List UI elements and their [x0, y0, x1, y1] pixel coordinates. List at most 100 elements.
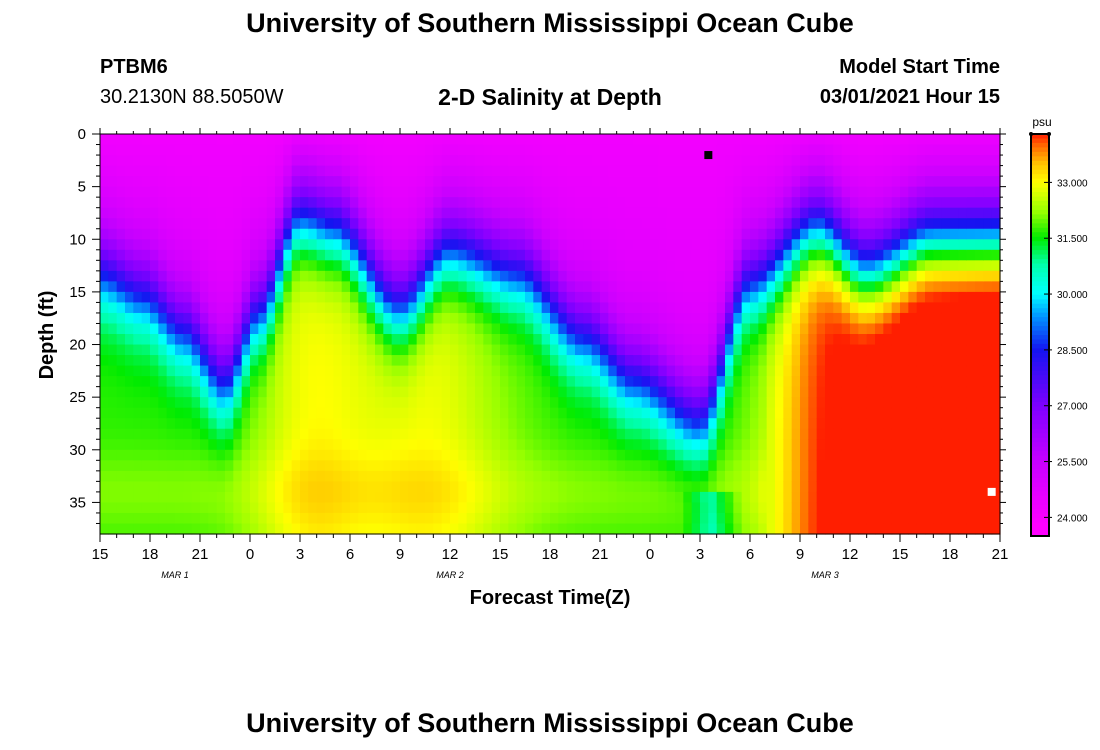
heatmap-cell: [708, 312, 718, 325]
heatmap-cell: [633, 228, 643, 240]
heatmap-cell: [875, 270, 884, 282]
heatmap-cell: [141, 365, 151, 377]
heatmap-cell: [608, 397, 618, 409]
heatmap-cell: [375, 407, 384, 419]
heatmap-cell: [233, 481, 243, 493]
heatmap-cell: [250, 502, 259, 514]
heatmap-cell: [658, 176, 668, 188]
heatmap-cell: [775, 344, 784, 356]
heatmap-cell: [975, 281, 984, 293]
colorbar-cell: [1031, 464, 1049, 470]
heatmap-cell: [108, 376, 118, 388]
heatmap-cell: [966, 134, 976, 146]
heatmap-cell: [916, 323, 926, 335]
heatmap-cell: [716, 365, 726, 377]
heatmap-cell: [933, 302, 943, 314]
heatmap-cell: [841, 428, 851, 440]
heatmap-cell: [225, 165, 234, 177]
heatmap-cell: [700, 186, 709, 198]
heatmap-cell: [866, 249, 876, 261]
heatmap-cell: [933, 407, 943, 419]
heatmap-cell: [441, 355, 451, 367]
heatmap-cell: [216, 355, 226, 367]
heatmap-cell: [358, 281, 368, 293]
heatmap-cell: [583, 344, 593, 356]
heatmap-cell: [991, 155, 1001, 167]
heatmap-cell: [691, 397, 701, 409]
heatmap-cell: [583, 449, 593, 461]
heatmap-cell: [116, 407, 126, 419]
heatmap-cell: [291, 365, 301, 377]
heatmap-cell: [833, 260, 843, 272]
heatmap-cell: [775, 386, 784, 398]
heatmap-cell: [708, 186, 718, 198]
colorbar-tick-label: 27.000: [1057, 402, 1088, 413]
heatmap-cell: [708, 155, 718, 167]
heatmap-cell: [683, 365, 693, 377]
heatmap-cell: [558, 512, 568, 525]
heatmap-cell: [375, 134, 384, 146]
heatmap-cell: [650, 302, 659, 314]
heatmap-cell: [808, 376, 818, 388]
heatmap-cell: [558, 239, 568, 251]
heatmap-cell: [275, 523, 284, 535]
heatmap-cell: [466, 207, 476, 219]
heatmap-cell: [583, 365, 593, 377]
colorbar-cell: [1031, 419, 1049, 425]
heatmap-cell: [150, 323, 159, 335]
heatmap-cell: [541, 481, 551, 493]
colorbar-tick-label: 30.000: [1057, 290, 1088, 301]
heatmap-cell: [375, 439, 384, 451]
heatmap-cell: [166, 207, 176, 219]
heatmap-cell: [475, 239, 484, 251]
heatmap-cell: [650, 197, 659, 209]
heatmap-cell: [166, 512, 176, 525]
heatmap-cell: [125, 176, 134, 188]
heatmap-cell: [441, 144, 451, 156]
heatmap-cell: [241, 218, 251, 230]
heatmap-cell: [491, 344, 501, 356]
heatmap-cell: [550, 407, 559, 419]
heatmap-cell: [600, 355, 609, 367]
heatmap-cell: [908, 386, 918, 398]
heatmap-cell: [425, 207, 434, 219]
heatmap-cell: [808, 397, 818, 409]
heatmap-cell: [458, 239, 468, 251]
heatmap-cell: [750, 334, 759, 346]
heatmap-cell: [566, 428, 576, 440]
heatmap-cell: [141, 312, 151, 325]
heatmap-cell: [441, 449, 451, 461]
heatmap-cell: [525, 470, 534, 482]
heatmap-cell: [233, 418, 243, 430]
heatmap-cell: [725, 270, 734, 282]
heatmap-cell: [791, 502, 801, 514]
heatmap-cell: [458, 281, 468, 293]
heatmap-cell: [400, 523, 409, 535]
heatmap-cell: [758, 470, 768, 482]
heatmap-cell: [675, 155, 684, 167]
heatmap-cell: [758, 418, 768, 430]
heatmap-cell: [125, 344, 134, 356]
heatmap-cell: [391, 428, 401, 440]
heatmap-cell: [858, 376, 868, 388]
heatmap-cell: [191, 260, 201, 272]
heatmap-cell: [600, 502, 609, 514]
heatmap-cell: [183, 512, 193, 525]
heatmap-cell: [333, 449, 343, 461]
heatmap-cell: [358, 386, 368, 398]
heatmap-cell: [375, 397, 384, 409]
heatmap-cell: [191, 397, 201, 409]
heatmap-cell: [891, 176, 901, 188]
heatmap-cell: [491, 418, 501, 430]
heatmap-cell: [416, 291, 426, 304]
heatmap-cell: [850, 323, 859, 335]
heatmap-cell: [866, 407, 876, 419]
heatmap-cell: [641, 270, 651, 282]
heatmap-cell: [108, 470, 118, 482]
heatmap-cell: [725, 218, 734, 230]
heatmap-cell: [575, 449, 584, 461]
heatmap-cell: [175, 176, 184, 188]
heatmap-cell: [308, 260, 318, 272]
heatmap-cell: [641, 165, 651, 177]
heatmap-cell: [866, 302, 876, 314]
